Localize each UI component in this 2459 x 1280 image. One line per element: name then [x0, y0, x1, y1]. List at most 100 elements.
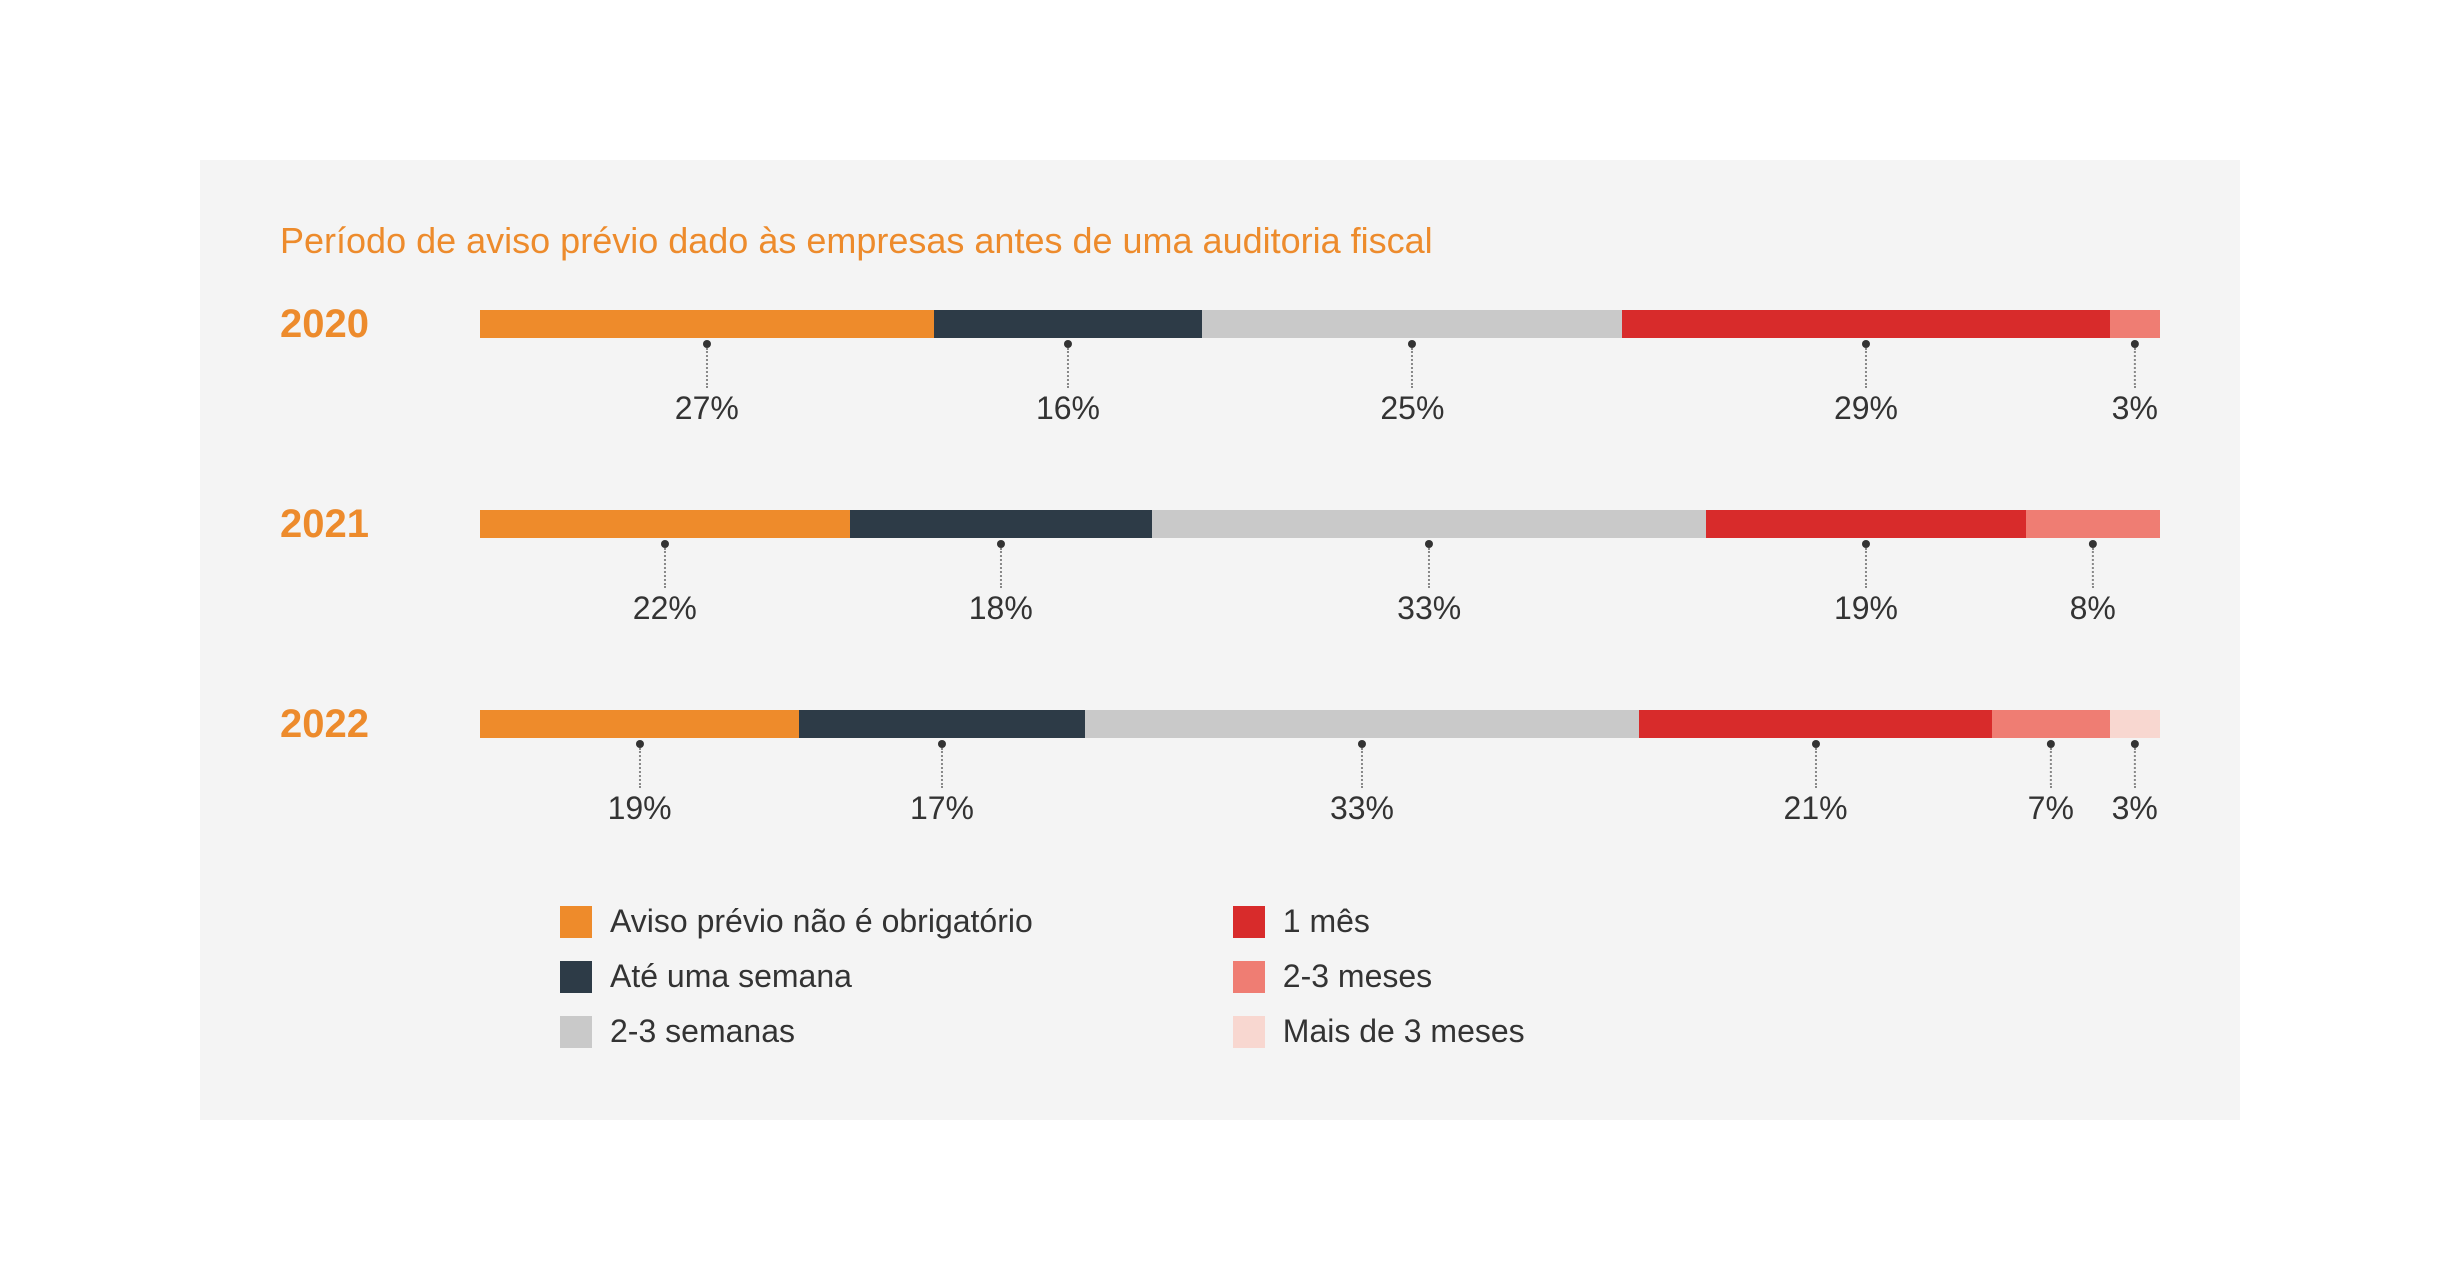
- value-tick: 17%: [910, 738, 974, 827]
- tick-line: [2092, 548, 2094, 588]
- value-label: 18%: [969, 590, 1033, 627]
- tick-line: [2134, 748, 2136, 788]
- tick-line: [639, 748, 641, 788]
- tick-line: [706, 348, 708, 388]
- legend-item: Aviso prévio não é obrigatório: [560, 903, 1033, 940]
- tick-dot-icon: [2047, 740, 2055, 748]
- tick-line: [941, 748, 943, 788]
- legend-label: 1 mês: [1283, 903, 1370, 940]
- chart-panel: Período de aviso prévio dado às empresas…: [200, 160, 2240, 1120]
- legend-swatch-icon: [1233, 1016, 1265, 1048]
- tick-dot-icon: [636, 740, 644, 748]
- tick-line: [1067, 348, 1069, 388]
- tick-dot-icon: [2131, 340, 2139, 348]
- bar-segment: 8%: [2026, 510, 2160, 538]
- bar-segment: 19%: [1706, 510, 2025, 538]
- value-tick: 29%: [1834, 338, 1898, 427]
- bar-segment: 33%: [1085, 710, 1639, 738]
- tick-line: [664, 548, 666, 588]
- legend-item: 1 mês: [1233, 903, 1525, 940]
- value-tick: 33%: [1397, 538, 1461, 627]
- tick-line: [1865, 548, 1867, 588]
- value-label: 22%: [633, 590, 697, 627]
- value-label: 33%: [1397, 590, 1461, 627]
- bar-segment: 17%: [799, 710, 1085, 738]
- legend-label: Aviso prévio não é obrigatório: [610, 903, 1033, 940]
- year-label: 2022: [280, 710, 369, 738]
- value-tick: 16%: [1036, 338, 1100, 427]
- legend-column: 1 mês 2-3 meses Mais de 3 meses: [1233, 903, 1525, 1050]
- value-label: 25%: [1380, 390, 1444, 427]
- value-label: 16%: [1036, 390, 1100, 427]
- tick-dot-icon: [1425, 540, 1433, 548]
- value-label: 19%: [1834, 590, 1898, 627]
- value-label: 7%: [2028, 790, 2074, 827]
- legend-item: 2-3 meses: [1233, 958, 1525, 995]
- tick-dot-icon: [661, 540, 669, 548]
- value-tick: 19%: [1834, 538, 1898, 627]
- tick-line: [1411, 348, 1413, 388]
- bar-segment: 18%: [850, 510, 1152, 538]
- value-label: 27%: [675, 390, 739, 427]
- legend-swatch-icon: [1233, 961, 1265, 993]
- legend-swatch-icon: [560, 961, 592, 993]
- tick-dot-icon: [703, 340, 711, 348]
- tick-dot-icon: [2089, 540, 2097, 548]
- chart-title: Período de aviso prévio dado às empresas…: [280, 220, 1433, 262]
- value-label: 21%: [1784, 790, 1848, 827]
- chart-rows: 202027%16%25%29%3%202122%18%33%19%8%2022…: [280, 310, 2160, 910]
- value-tick: 3%: [2112, 738, 2158, 827]
- value-tick: 18%: [969, 538, 1033, 627]
- stacked-bar: 22%18%33%19%8%: [480, 510, 2160, 538]
- tick-dot-icon: [2131, 740, 2139, 748]
- value-label: 3%: [2112, 390, 2158, 427]
- value-tick: 7%: [2028, 738, 2074, 827]
- value-label: 33%: [1330, 790, 1394, 827]
- value-tick: 19%: [608, 738, 672, 827]
- value-label: 3%: [2112, 790, 2158, 827]
- tick-line: [1361, 748, 1363, 788]
- legend-swatch-icon: [560, 906, 592, 938]
- stacked-bar: 27%16%25%29%3%: [480, 310, 2160, 338]
- stacked-bar: 19%17%33%21%7%3%: [480, 710, 2160, 738]
- tick-dot-icon: [938, 740, 946, 748]
- bar-segment: 21%: [1639, 710, 1992, 738]
- tick-dot-icon: [1812, 740, 1820, 748]
- bar-segment: 3%: [2110, 710, 2160, 738]
- tick-dot-icon: [1862, 540, 1870, 548]
- value-label: 17%: [910, 790, 974, 827]
- value-tick: 27%: [675, 338, 739, 427]
- bar-segment: 25%: [1202, 310, 1622, 338]
- value-tick: 25%: [1380, 338, 1444, 427]
- bar-segment: 27%: [480, 310, 934, 338]
- legend-item: Mais de 3 meses: [1233, 1013, 1525, 1050]
- tick-line: [1865, 348, 1867, 388]
- tick-dot-icon: [1408, 340, 1416, 348]
- tick-dot-icon: [1064, 340, 1072, 348]
- tick-dot-icon: [1358, 740, 1366, 748]
- bar-wrap: 27%16%25%29%3%: [480, 310, 2160, 338]
- legend-column: Aviso prévio não é obrigatório Até uma se…: [560, 903, 1033, 1050]
- tick-line: [1815, 748, 1817, 788]
- year-label: 2021: [280, 510, 369, 538]
- value-label: 29%: [1834, 390, 1898, 427]
- year-label: 2020: [280, 310, 369, 338]
- chart-row: 202027%16%25%29%3%: [280, 310, 2160, 510]
- value-tick: 33%: [1330, 738, 1394, 827]
- chart-legend: Aviso prévio não é obrigatório Até uma se…: [560, 903, 1525, 1050]
- tick-line: [2134, 348, 2136, 388]
- chart-row: 202219%17%33%21%7%3%: [280, 710, 2160, 910]
- tick-line: [2050, 748, 2052, 788]
- bar-segment: 22%: [480, 510, 850, 538]
- value-tick: 21%: [1784, 738, 1848, 827]
- legend-item: Até uma semana: [560, 958, 1033, 995]
- canvas: Período de aviso prévio dado às empresas…: [0, 0, 2459, 1280]
- bar-wrap: 22%18%33%19%8%: [480, 510, 2160, 538]
- legend-item: 2-3 semanas: [560, 1013, 1033, 1050]
- value-tick: 22%: [633, 538, 697, 627]
- tick-line: [1428, 548, 1430, 588]
- value-label: 8%: [2070, 590, 2116, 627]
- bar-segment: 33%: [1152, 510, 1706, 538]
- bar-segment: 7%: [1992, 710, 2110, 738]
- legend-swatch-icon: [560, 1016, 592, 1048]
